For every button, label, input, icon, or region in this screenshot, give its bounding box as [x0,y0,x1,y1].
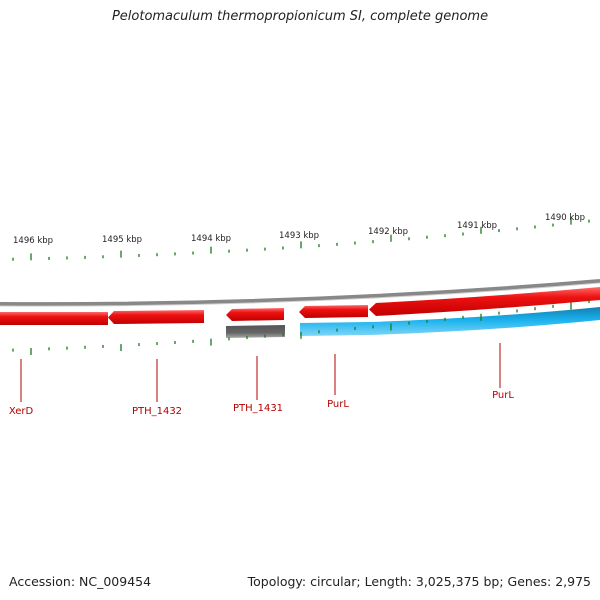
scale-label: 1495 kbp [102,235,142,245]
gene-label[interactable]: PurL [327,399,349,410]
gene-label[interactable]: XerD [9,406,34,417]
gene-label[interactable]: PTH_1431 [233,403,283,414]
gene-label[interactable]: PurL [492,390,514,401]
scale-label: 1490 kbp [545,213,585,223]
rna-feature [226,325,285,338]
gene-pth1431-arrow [226,308,284,321]
feature-track [300,307,600,336]
gene-label[interactable]: PTH_1432 [132,406,182,417]
genome-backbone [0,279,600,307]
scale-label: 1496 kbp [13,236,53,246]
scale-label: 1492 kbp [368,227,408,237]
scale-labels: 1496 kbp 1495 kbp 1494 kbp 1493 kbp 1492 kbp… [13,213,585,246]
map-title: Pelotomaculum thermopropionicum SI, comp… [111,9,489,24]
genome-summary-text: Topology: circular; Length: 3,025,375 bp… [247,574,591,589]
scale-ticks [12,217,590,355]
accession-text: Accession: NC_009454 [9,574,152,589]
scale-label: 1493 kbp [279,231,319,241]
gene-xerd-arrow [0,312,108,325]
gene-pth1432-arrow [108,310,204,324]
scale-label: 1494 kbp [191,234,231,244]
scale-label: 1491 kbp [457,221,497,231]
gene-purl-arrow-1 [299,305,368,318]
gene-labels: XerD PTH_1432 PTH_1431 PurL PurL [9,343,514,417]
gene-purl-arrow-2 [369,287,600,316]
genome-backbone-highlight [0,282,600,307]
